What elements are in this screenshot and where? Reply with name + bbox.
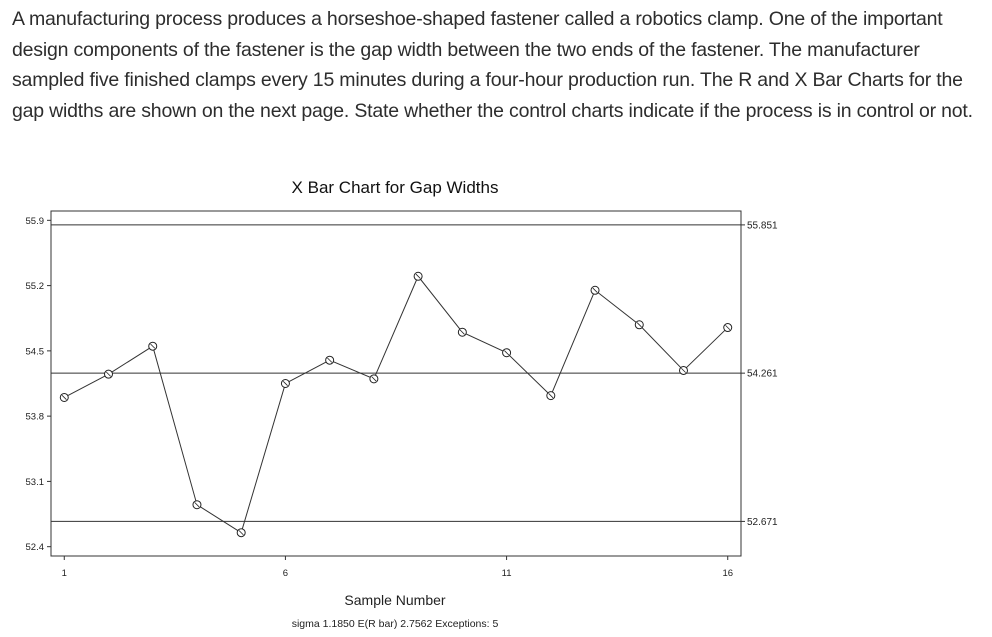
data-point-slash <box>327 357 333 363</box>
y-tick-label: 55.2 <box>26 281 45 292</box>
chart-footer-stats: sigma 1.1850 E(R bar) 2.7562 Exceptions:… <box>292 618 499 630</box>
data-point <box>325 355 335 365</box>
data-point-slash <box>106 371 111 377</box>
series-line <box>64 275 729 534</box>
x-tick-label: 6 <box>283 568 288 579</box>
x-tick-label: 16 <box>722 568 733 579</box>
plot-frame <box>50 210 742 557</box>
data-point-slash <box>282 381 288 386</box>
data-point-slash <box>592 287 598 293</box>
data-point <box>413 271 423 281</box>
data-point-slash <box>238 530 244 536</box>
data-point <box>457 327 467 337</box>
data-point-slash <box>150 343 156 349</box>
data-point <box>590 285 600 295</box>
y-tick-label: 53.1 <box>26 477 45 488</box>
data-point-slash <box>504 350 510 356</box>
control-line-label-cl: 54.261 <box>747 369 778 380</box>
control-limit-lines: 55.851 54.261 52.671 <box>51 220 778 528</box>
data-point <box>502 348 512 358</box>
y-tick-label: 53.8 <box>26 412 45 423</box>
x-tick-label: 11 <box>502 568 512 579</box>
data-point <box>236 528 246 538</box>
data-point <box>546 391 556 401</box>
x-tick-label: 1 <box>62 568 67 579</box>
question-text-block: A manufacturing process produces a horse… <box>12 4 987 126</box>
data-point-slash <box>194 502 200 508</box>
data-point-slash <box>415 273 421 279</box>
data-point <box>634 320 644 330</box>
chart-title: X Bar Chart for Gap Widths <box>292 178 499 197</box>
data-point-slash <box>725 325 731 331</box>
question-paragraph: A manufacturing process produces a horse… <box>12 8 973 122</box>
y-tick-label: 55.9 <box>26 216 45 227</box>
data-point-slash <box>61 395 67 400</box>
data-point <box>280 379 290 388</box>
data-point <box>723 323 733 333</box>
data-point-slash <box>636 322 642 328</box>
data-point <box>192 500 202 510</box>
data-point <box>59 392 69 402</box>
control-line-label-ucl: 55.851 <box>747 220 778 231</box>
x-axis-ticks: 1 6 11 16 <box>62 556 733 579</box>
y-tick-label: 52.4 <box>26 542 45 553</box>
data-point <box>104 369 113 379</box>
data-point-slash <box>371 376 377 382</box>
data-point <box>369 374 379 384</box>
data-point-slash <box>548 393 554 399</box>
x-axis-label: Sample Number <box>344 592 445 608</box>
control-line-label-lcl: 52.671 <box>747 517 778 528</box>
data-point <box>679 365 688 375</box>
data-point <box>148 341 158 351</box>
y-tick-label: 54.5 <box>26 346 45 357</box>
data-point-slash <box>681 367 686 373</box>
sample-mean-series <box>59 271 733 538</box>
data-point-slash <box>459 329 465 335</box>
y-axis-ticks: 52.4 53.1 53.8 54.5 55.2 55.9 <box>26 216 51 553</box>
